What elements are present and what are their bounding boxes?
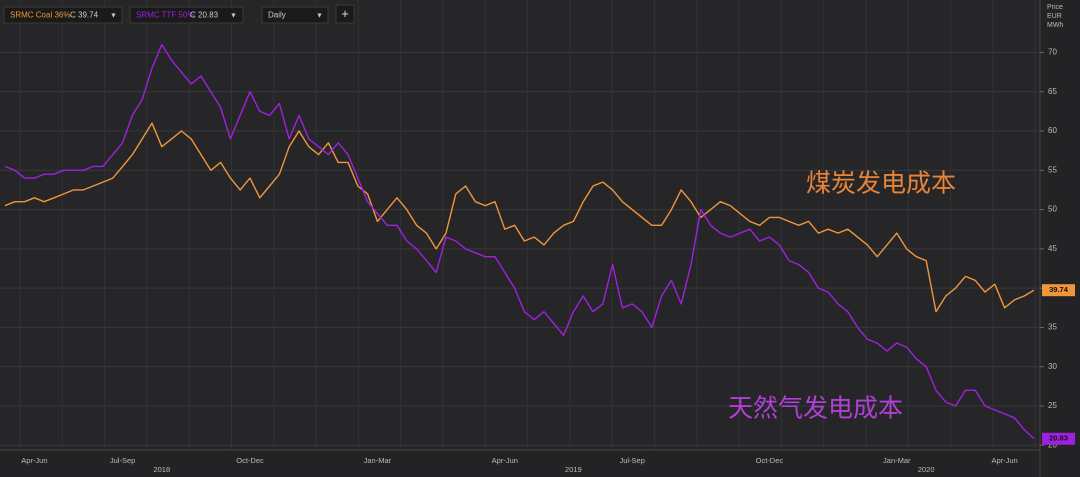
x-tick-label: Oct-Dec — [756, 456, 784, 465]
close-label: C 39.74 — [70, 11, 99, 20]
last-value-label: 20.83 — [1049, 434, 1068, 443]
y-tick-label: 70 — [1048, 48, 1057, 57]
y-tick-label: 20 — [1048, 440, 1057, 449]
add-button-label[interactable]: + — [341, 6, 349, 21]
dropdown-arrow[interactable]: ▼ — [316, 12, 323, 19]
y-tick-label: 45 — [1048, 244, 1057, 253]
interval-select[interactable] — [261, 6, 329, 24]
x-tick-label: Apr-Jun — [991, 456, 1017, 465]
year-label: 2020 — [918, 465, 935, 474]
year-label: 2018 — [153, 465, 170, 474]
series-line — [4, 122, 1035, 313]
y-tick-label: 50 — [1048, 205, 1057, 214]
x-tick-label: Jul-Sep — [619, 456, 644, 465]
x-tick-label: Apr-Jun — [492, 456, 518, 465]
last-value-box — [1042, 432, 1075, 445]
y-axis-title: Price — [1047, 4, 1063, 11]
dropdown-arrow[interactable]: ▼ — [230, 12, 237, 19]
legend-entry: SRMC TTF 50% — [136, 11, 195, 20]
dropdown-arrow[interactable]: ▼ — [110, 12, 117, 19]
y-axis-title: MWh — [1047, 22, 1063, 29]
x-tick-label: Apr-Jun — [21, 456, 47, 465]
close-label: C 20.83 — [190, 11, 219, 20]
add-button[interactable] — [335, 4, 355, 24]
last-value-box — [1042, 284, 1075, 297]
annotation: 煤炭发电成本 — [806, 170, 956, 198]
x-tick-label: Jul-Sep — [110, 456, 135, 465]
y-tick-label: 35 — [1048, 323, 1057, 332]
annotation: 天然气发电成本 — [728, 395, 903, 423]
x-tick-label: Jan-Mar — [883, 456, 911, 465]
y-axis-title: EUR — [1047, 13, 1062, 20]
series-line — [4, 43, 1035, 440]
x-tick-label: Jan-Mar — [364, 456, 392, 465]
series-chip[interactable] — [129, 6, 244, 24]
y-tick-label: 60 — [1048, 126, 1057, 135]
y-tick-label: 25 — [1048, 401, 1057, 410]
year-label: 2019 — [565, 465, 582, 474]
y-tick-label: 55 — [1048, 165, 1057, 174]
interval-label: Daily — [268, 11, 286, 20]
y-tick-label: 30 — [1048, 362, 1057, 371]
x-tick-label: Oct-Dec — [236, 456, 264, 465]
y-tick-label: 65 — [1048, 87, 1057, 96]
legend-entry: SRMC Coal 36% — [10, 11, 70, 20]
last-value-label: 39.74 — [1049, 285, 1069, 294]
plot-area — [0, 0, 1040, 450]
series-chip[interactable] — [3, 6, 123, 24]
